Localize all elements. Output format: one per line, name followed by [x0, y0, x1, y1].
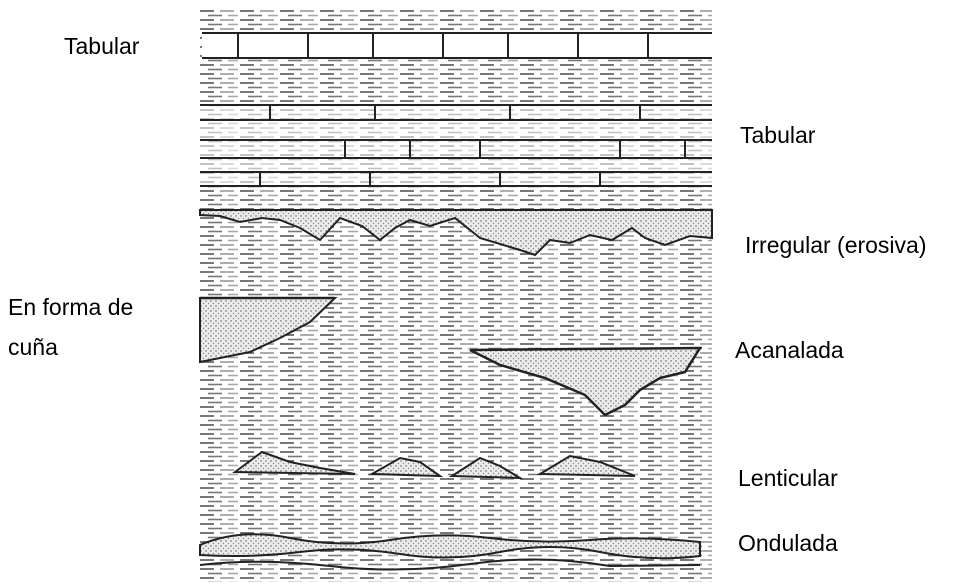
shale-background: [198, 10, 712, 582]
tabular-top: [202, 32, 712, 59]
label: En forma de cuña: [8, 294, 134, 360]
channel: [469, 346, 703, 417]
label: Ondulada: [738, 530, 838, 556]
label: Lenticular: [738, 465, 838, 491]
label: Tabular: [64, 33, 140, 59]
lenses: [232, 450, 636, 480]
wavy-layers: [199, 533, 701, 571]
irregular-erosive: [199, 209, 713, 257]
label: Tabular: [740, 122, 816, 148]
tabular-layers: [200, 104, 712, 187]
label: Acanalada: [735, 337, 844, 363]
label: Irregular (erosiva): [745, 232, 927, 258]
